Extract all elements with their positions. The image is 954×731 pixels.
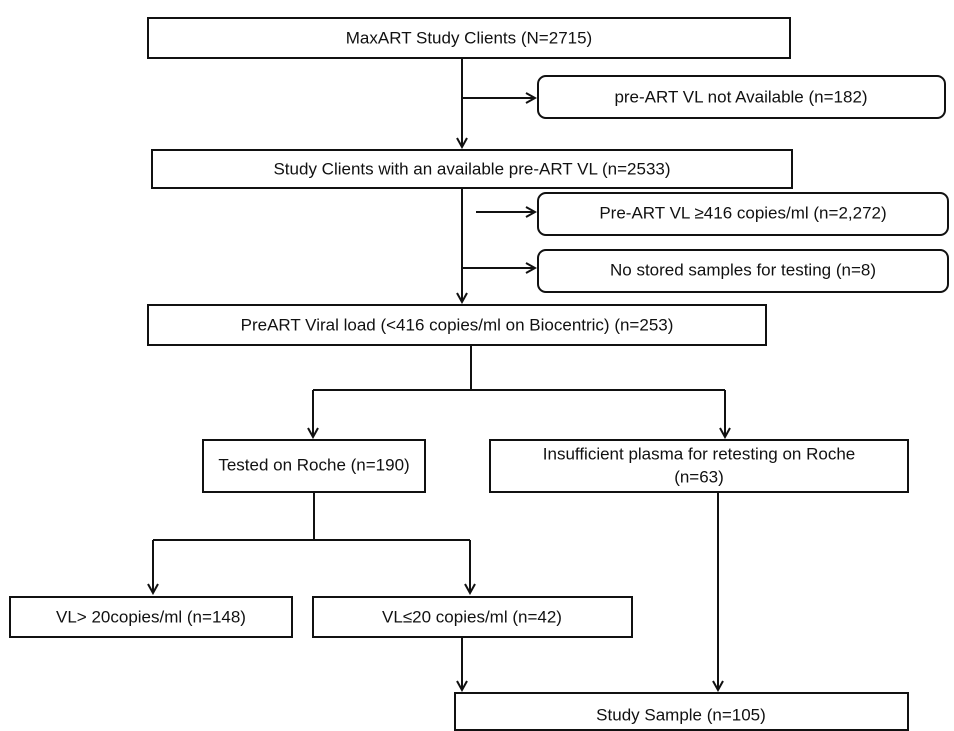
node-box xyxy=(9,596,293,638)
node-label: Study Sample (n=105) xyxy=(596,705,766,724)
node-label: Tested on Roche (n=190) xyxy=(218,455,409,474)
node-box xyxy=(147,17,791,59)
node-label: VL> 20copies/ml (n=148) xyxy=(56,607,246,626)
node-label: Pre-ART VL ≥416 copies/ml (n=2,272) xyxy=(599,203,886,222)
node-box xyxy=(537,192,949,236)
connectors xyxy=(153,58,725,690)
node-box xyxy=(537,75,946,119)
node-label: No stored samples for testing (n=8) xyxy=(610,260,876,279)
node-box xyxy=(151,149,793,189)
node-box xyxy=(489,439,909,493)
node-label: MaxART Study Clients (N=2715) xyxy=(346,28,592,47)
node-box xyxy=(454,692,909,731)
node-label: PreART Viral load (<416 copies/ml on Bio… xyxy=(241,315,674,334)
node-label: VL≤20 copies/ml (n=42) xyxy=(382,607,562,626)
node-box xyxy=(537,249,949,293)
node-label: Insufficient plasma for retesting on Roc… xyxy=(543,444,855,463)
node-box xyxy=(147,304,767,346)
node-label: pre-ART VL not Available (n=182) xyxy=(614,87,867,106)
node-box xyxy=(202,439,426,493)
node-label: Study Clients with an available pre-ART … xyxy=(273,159,670,178)
node-label: (n=63) xyxy=(674,467,724,486)
node-box xyxy=(312,596,633,638)
